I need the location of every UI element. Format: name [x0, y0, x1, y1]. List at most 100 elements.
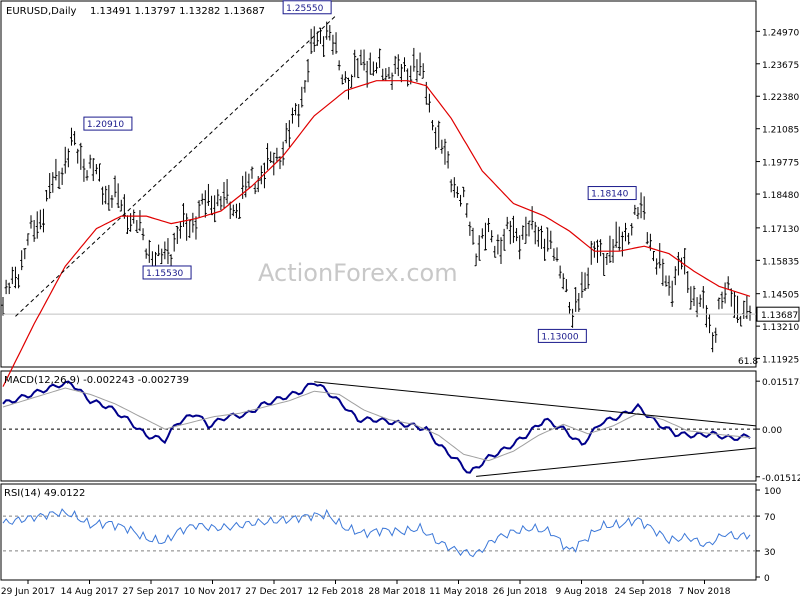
- price-bar: [107, 184, 111, 211]
- price-bar: [431, 119, 435, 131]
- price-bar: [169, 254, 173, 267]
- price-bar: [592, 241, 596, 258]
- price-bar: [583, 272, 587, 291]
- price-bar: [38, 209, 42, 230]
- price-bar: [561, 273, 565, 290]
- price-bar: [714, 327, 718, 343]
- macd-series-macd: [2, 380, 751, 474]
- price-bar: [318, 27, 322, 44]
- price-bar: [300, 86, 304, 108]
- price-bar: [250, 166, 254, 179]
- price-bar: [178, 221, 182, 239]
- x-tick-label: 28 Mar 2018: [368, 587, 425, 597]
- price-bar: [468, 221, 472, 236]
- price-bar: [17, 274, 21, 289]
- price-bar: [518, 235, 522, 260]
- price-bar: [608, 235, 612, 263]
- price-bar: [617, 226, 621, 251]
- rsi-y-tick-label: 70: [764, 513, 776, 523]
- price-panel[interactable]: [0, 0, 757, 368]
- price-bar: [639, 192, 643, 219]
- price-bar: [477, 235, 481, 261]
- price-bar: [599, 239, 603, 257]
- ohlc-readout: 1.13491 1.13797 1.13282 1.13687: [90, 6, 265, 17]
- price-bar: [636, 206, 640, 220]
- price-annotation-box: [537, 328, 587, 343]
- price-bar: [496, 234, 500, 255]
- price-bar: [627, 232, 631, 245]
- rsi-y-tick-label: 100: [764, 487, 781, 497]
- price-bar: [284, 123, 288, 144]
- price-bar: [343, 71, 347, 83]
- price-bar: [546, 227, 550, 252]
- price-annotation-box: [587, 186, 637, 201]
- price-bar: [4, 279, 8, 295]
- price-bar: [412, 47, 416, 72]
- price-bar: [381, 68, 385, 81]
- price-y-tick-label: 1.23675: [762, 61, 799, 71]
- x-tick-label: 7 Nov 2018: [679, 587, 731, 597]
- price-bar: [79, 142, 83, 170]
- price-bar: [23, 248, 27, 260]
- price-bar: [328, 25, 332, 41]
- fib-level-label: 61.8: [738, 357, 758, 367]
- price-bar: [530, 206, 534, 230]
- price-trendline: [15, 15, 337, 317]
- x-tick-label: 24 Sep 2018: [614, 587, 671, 597]
- price-bar: [135, 220, 139, 233]
- current-price-box: [756, 306, 800, 322]
- price-bar: [266, 143, 270, 170]
- price-bar: [340, 74, 344, 85]
- price-y-tick-label: 1.17130: [762, 225, 799, 235]
- price-bar: [353, 49, 357, 78]
- price-bar: [652, 251, 656, 262]
- macd-trendline: [476, 447, 757, 477]
- macd-panel[interactable]: [0, 370, 757, 482]
- price-bar: [1, 297, 5, 316]
- current-price-label: 1.13687: [761, 311, 798, 321]
- price-annotation-label: 1.18140: [591, 190, 628, 200]
- price-bar: [655, 258, 659, 275]
- price-bar: [658, 243, 662, 269]
- price-bar: [69, 127, 73, 146]
- symbol-label: EURUSD,Daily: [6, 6, 77, 17]
- price-bar: [487, 218, 491, 233]
- price-bar: [418, 52, 422, 76]
- price-bar: [515, 228, 519, 242]
- price-bar: [238, 202, 242, 219]
- price-bar: [642, 196, 646, 220]
- price-bar: [524, 216, 528, 244]
- macd-y-tick-label: -0.015126: [762, 474, 800, 484]
- rsi-y-tick-label: 0: [764, 574, 770, 584]
- price-bar: [166, 238, 170, 265]
- x-tick-label: 12 Feb 2018: [307, 587, 363, 597]
- price-annotation-box: [142, 265, 192, 280]
- price-bar: [94, 164, 98, 175]
- price-annotation-label: 1.20910: [87, 120, 124, 130]
- price-bar: [275, 147, 279, 163]
- price-bar: [680, 257, 684, 270]
- price-bar: [527, 220, 531, 237]
- price-bar: [586, 267, 590, 289]
- price-bar: [7, 282, 11, 295]
- price-bar: [241, 175, 245, 199]
- price-bar: [216, 189, 220, 207]
- rsi-panel[interactable]: [0, 483, 757, 581]
- price-bar: [110, 195, 114, 208]
- price-bar: [73, 131, 77, 146]
- price-annotation-label: 1.13000: [541, 332, 578, 342]
- price-bar: [371, 61, 375, 76]
- price-bar: [91, 158, 95, 182]
- price-bar: [203, 190, 207, 218]
- price-bar: [745, 295, 749, 320]
- price-bar: [396, 54, 400, 77]
- price-bar: [720, 291, 724, 309]
- price-bar: [549, 230, 553, 250]
- price-bar: [474, 253, 478, 267]
- price-bar: [465, 203, 469, 218]
- price-bar: [48, 173, 52, 199]
- watermark: ActionForex.com: [258, 259, 458, 287]
- price-bar: [315, 31, 319, 46]
